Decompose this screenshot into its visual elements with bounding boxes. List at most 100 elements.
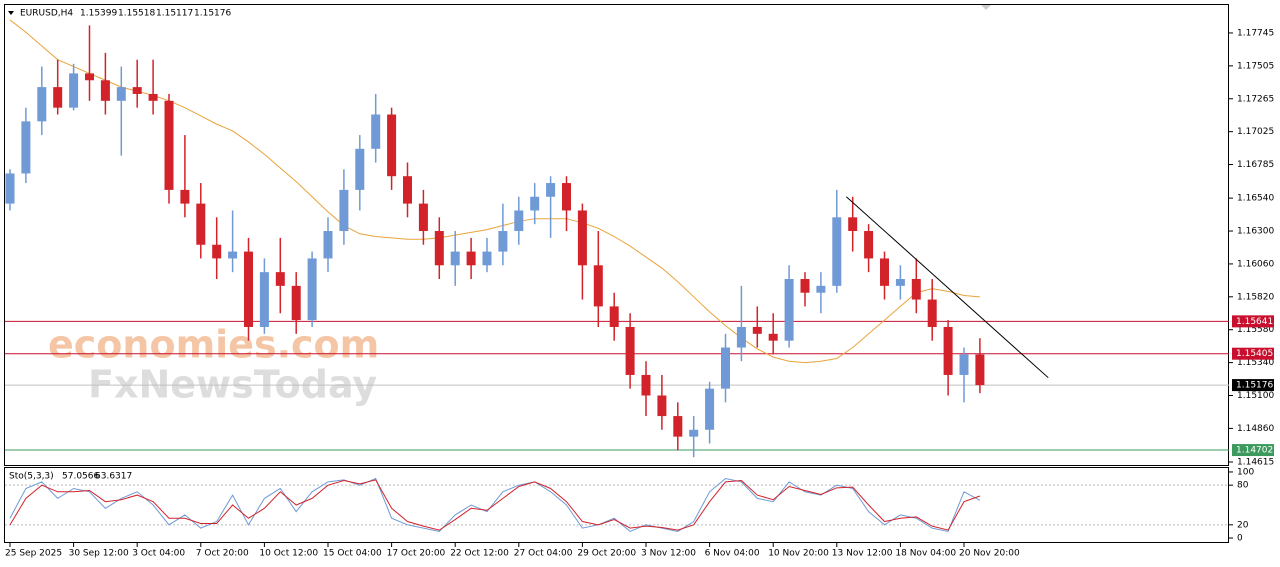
moving-average bbox=[9, 19, 980, 364]
stoch-main: 57.0566 bbox=[62, 472, 99, 482]
candle-body bbox=[148, 93, 158, 101]
candle-body bbox=[577, 210, 587, 266]
candle-body bbox=[403, 176, 412, 204]
ohlc-low: 1.15117 bbox=[156, 9, 193, 19]
candle-body bbox=[593, 265, 603, 307]
y-tick-label: 100 bbox=[1237, 467, 1254, 477]
candle-body bbox=[959, 354, 969, 375]
y-tick-label: 80 bbox=[1237, 481, 1249, 491]
candle-body bbox=[228, 251, 238, 259]
candle-body bbox=[196, 203, 206, 245]
y-tick-label: 1.17025 bbox=[1237, 127, 1274, 137]
y-tick-label: 1.17265 bbox=[1237, 94, 1274, 104]
symbol: EURUSD,H4 bbox=[20, 9, 73, 19]
candle-body bbox=[546, 183, 556, 197]
y-tick-label: 1.14615 bbox=[1237, 457, 1274, 467]
y-tick-label: 1.16300 bbox=[1237, 227, 1274, 237]
candle-body bbox=[37, 87, 47, 122]
candle-body bbox=[323, 231, 333, 259]
x-tick-label: 30 Sep 12:00 bbox=[69, 549, 129, 559]
x-tick-label: 13 Nov 12:00 bbox=[832, 549, 893, 559]
x-tick-label: 10 Oct 12:00 bbox=[259, 549, 318, 559]
y-tick-label: 1.17505 bbox=[1237, 61, 1274, 71]
x-tick-label: 17 Oct 20:00 bbox=[387, 549, 446, 559]
candle-body bbox=[530, 196, 540, 211]
ohlc-high: 1.15518 bbox=[118, 9, 155, 19]
candle-body bbox=[784, 278, 794, 341]
shift-marker bbox=[981, 5, 991, 10]
candle-body bbox=[434, 231, 444, 266]
x-tick-label: 10 Nov 20:00 bbox=[768, 549, 829, 559]
level-tag bbox=[1232, 347, 1274, 360]
candle-body bbox=[371, 114, 381, 149]
stoch-signal: 63.6317 bbox=[95, 472, 132, 482]
candle-body bbox=[864, 231, 874, 259]
watermark: economies.com bbox=[48, 323, 379, 367]
candle-body bbox=[673, 416, 683, 437]
y-tick-label: 0 bbox=[1237, 534, 1243, 544]
y-tick-label: 1.14860 bbox=[1237, 424, 1274, 434]
candle-body bbox=[355, 148, 365, 190]
y-tick-label: 1.15580 bbox=[1237, 325, 1274, 335]
trendline bbox=[846, 196, 1049, 379]
candle-body bbox=[943, 326, 953, 375]
ohlc-open: 1.15399 bbox=[80, 9, 117, 19]
x-tick-label: 15 Oct 04:00 bbox=[323, 549, 382, 559]
candle-body bbox=[975, 354, 985, 386]
candle-body bbox=[387, 114, 397, 177]
watermark: FxNewsToday bbox=[88, 363, 377, 407]
y-tick-label: 1.15820 bbox=[1237, 292, 1274, 302]
candle-body bbox=[514, 210, 524, 232]
level-tag bbox=[1232, 315, 1274, 328]
y-tick-label: 1.16540 bbox=[1237, 194, 1274, 204]
x-tick-label: 6 Nov 04:00 bbox=[705, 549, 760, 559]
candle-body bbox=[100, 80, 110, 101]
level-label: 1.15405 bbox=[1236, 349, 1273, 359]
x-tick-label: 18 Nov 04:00 bbox=[895, 549, 956, 559]
candle-body bbox=[291, 285, 301, 321]
y-tick-label: 1.16060 bbox=[1237, 259, 1274, 269]
level-label: 1.14702 bbox=[1236, 446, 1273, 456]
x-tick-label: 25 Sep 2025 bbox=[5, 549, 62, 559]
candle-body bbox=[562, 183, 571, 211]
candle-body bbox=[625, 326, 635, 375]
candle-body bbox=[418, 203, 428, 232]
candle-body bbox=[180, 189, 190, 204]
candle-body bbox=[339, 189, 349, 232]
candle-body bbox=[259, 272, 269, 327]
x-tick-label: 3 Nov 12:00 bbox=[641, 549, 696, 559]
stoch-line bbox=[9, 477, 981, 533]
candle-body bbox=[736, 326, 746, 348]
y-tick-label: 1.17745 bbox=[1237, 28, 1274, 38]
candle-body bbox=[848, 217, 858, 232]
level-label: 1.15641 bbox=[1236, 317, 1273, 327]
candle-body bbox=[307, 258, 317, 321]
candle-body bbox=[752, 326, 762, 334]
candle-body bbox=[5, 173, 15, 204]
candle-body bbox=[53, 87, 63, 108]
candle-body bbox=[657, 395, 667, 417]
candle-body bbox=[816, 285, 826, 293]
candle-body bbox=[927, 299, 937, 327]
candle-body bbox=[641, 374, 651, 396]
y-tick-label: 1.15100 bbox=[1237, 391, 1274, 401]
candle-body bbox=[450, 251, 460, 266]
stoch-label: Sto(5,3,3) bbox=[9, 472, 54, 482]
y-tick-label: 1.16785 bbox=[1237, 160, 1274, 170]
ohlc-close: 1.15176 bbox=[194, 9, 231, 19]
menu-arrow bbox=[8, 11, 14, 15]
x-tick-label: 20 Nov 20:00 bbox=[959, 549, 1020, 559]
candle-body bbox=[768, 333, 778, 341]
x-tick-label: 3 Oct 04:00 bbox=[132, 549, 185, 559]
candle-body bbox=[466, 251, 476, 266]
x-tick-label: 7 Oct 20:00 bbox=[196, 549, 249, 559]
stoch-line bbox=[9, 479, 981, 531]
candle-body bbox=[212, 244, 222, 259]
candle-body bbox=[880, 258, 889, 286]
candle-body bbox=[832, 217, 842, 286]
candle-body bbox=[498, 231, 508, 252]
x-tick-label: 22 Oct 12:00 bbox=[450, 549, 509, 559]
candle-body bbox=[164, 100, 174, 190]
x-tick-label: 27 Oct 04:00 bbox=[514, 549, 573, 559]
